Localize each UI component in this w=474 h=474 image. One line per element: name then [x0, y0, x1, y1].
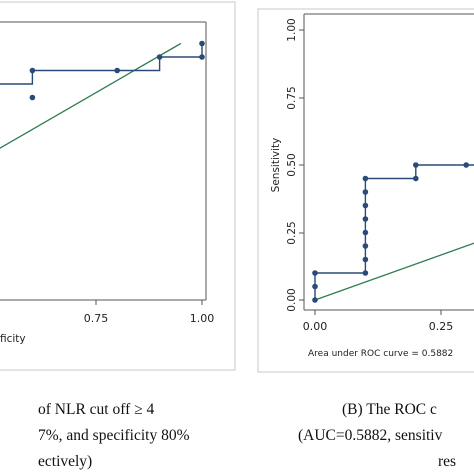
right-caption-line-2: (AUC=0.5882, sensitiv: [298, 427, 443, 444]
left-panel-frame: [0, 1, 236, 371]
right-caption-line-3: res: [438, 453, 456, 470]
roc-point: [362, 189, 369, 195]
roc-point: [463, 162, 470, 168]
left-plot-area: [0, 40, 205, 149]
right-x-ticks: 0.00 0.25 Area under ROC curve = 0.5882: [303, 310, 454, 359]
right-y-axis-label: Sensitivity: [270, 138, 282, 193]
right-y-ticks: 0.00 0.25 0.50 0.75 1.00 Sensitivity: [270, 18, 304, 312]
right-x-tick-label: 0.25: [429, 320, 454, 333]
roc-point: [362, 216, 369, 222]
roc-point: [156, 54, 163, 60]
right-y-tick-label: 1.00: [286, 18, 298, 41]
right-y-tick-label: 0.50: [286, 153, 298, 176]
roc-point: [362, 175, 369, 182]
left-x-axis-label: ficity: [0, 333, 26, 345]
left-caption-line-1: of NLR cut off ≥ 4: [38, 401, 155, 418]
auc-annotation: Area under ROC curve = 0.5882: [308, 349, 453, 359]
roc-point: [29, 94, 36, 101]
reference-line: [0, 42, 182, 149]
roc-point: [362, 256, 369, 263]
left-x-tick-label: 1.00: [190, 312, 215, 325]
right-caption-line-1: (B) The ROC c: [342, 401, 437, 418]
right-y-tick-label: 0.25: [286, 221, 298, 244]
roc-point: [114, 67, 120, 74]
roc-point: [362, 229, 369, 236]
roc-point: [362, 243, 369, 249]
roc-curve-line: [0, 43, 203, 85]
left-x-tick-label: 0.75: [84, 312, 109, 325]
roc-point: [362, 202, 369, 209]
roc-point: [199, 54, 205, 60]
left-caption-line-2: 7%, and specificity 80%: [38, 427, 190, 444]
roc-point: [199, 40, 205, 47]
roc-point: [413, 175, 419, 182]
roc-point: [312, 283, 318, 290]
right-y-tick-label: 0.75: [286, 86, 298, 109]
right-y-tick-label: 0.00: [286, 288, 298, 311]
roc-point: [312, 297, 318, 303]
reference-line: [314, 242, 474, 301]
right-plot-area: [312, 162, 474, 303]
right-x-tick-label: 0.00: [303, 320, 328, 333]
left-x-ticks: 0.75 1.00 ficity: [0, 300, 214, 345]
roc-point: [413, 162, 419, 168]
roc-point: [362, 270, 369, 276]
roc-point: [312, 270, 318, 276]
roc-point: [29, 67, 36, 74]
left-caption-line-3: ectively): [38, 453, 92, 470]
